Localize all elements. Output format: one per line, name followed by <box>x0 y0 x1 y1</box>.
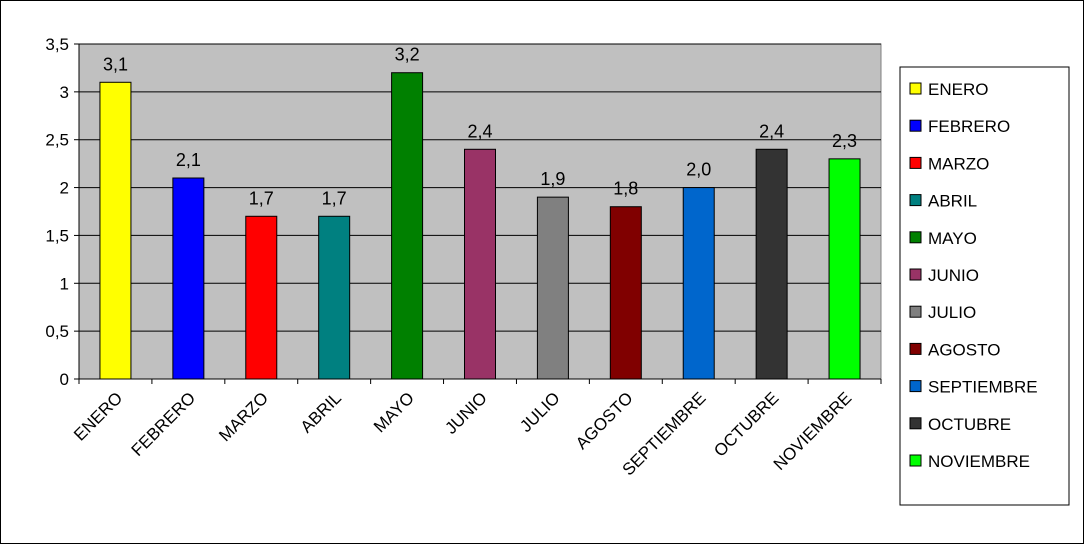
legend <box>899 66 1070 506</box>
x-tick-label: NOVIEMBRE <box>770 388 856 474</box>
legend-item-label: ABRIL <box>928 192 977 211</box>
x-tick-label: MAYO <box>370 388 418 436</box>
legend-item-label: MARZO <box>928 154 989 173</box>
y-tick-label: 2 <box>60 179 69 198</box>
x-tick-label: JUNIO <box>441 388 490 437</box>
y-tick-label: 0,5 <box>45 322 69 341</box>
legend-swatch <box>909 417 922 430</box>
y-tick-label: 3 <box>60 83 69 102</box>
legend-swatch <box>909 156 922 169</box>
x-tick-label: ENERO <box>70 388 126 444</box>
legend-swatch <box>909 380 922 393</box>
x-tick-label: ABRIL <box>297 388 345 436</box>
data-label: 2,3 <box>832 131 857 151</box>
bar-febrero <box>172 177 205 380</box>
legend-item-label: ENERO <box>928 80 988 99</box>
bar-octubre <box>755 148 788 380</box>
legend-item-label: NOVIEMBRE <box>928 452 1030 471</box>
bar-marzo <box>245 215 278 380</box>
legend-swatch <box>909 119 922 132</box>
data-label: 1,7 <box>249 188 274 208</box>
data-label: 2,4 <box>467 121 492 141</box>
legend-item-label: FEBRERO <box>928 117 1010 136</box>
y-tick-label: 1 <box>60 274 69 293</box>
legend-item-label: JUNIO <box>928 266 979 285</box>
y-tick-label: 1,5 <box>45 226 69 245</box>
x-tick-label: MARZO <box>215 388 272 445</box>
x-tick-label: OCTUBRE <box>710 388 782 460</box>
bar-julio <box>536 196 569 380</box>
data-label: 2,0 <box>686 160 711 180</box>
y-tick-label: 2,5 <box>45 131 69 150</box>
legend-swatch <box>909 82 922 95</box>
bar-noviembre <box>828 158 861 380</box>
bar-abril <box>318 215 351 380</box>
data-label: 3,2 <box>395 45 420 65</box>
legend-swatch <box>909 231 922 244</box>
legend-item-label: AGOSTO <box>928 340 1000 359</box>
legend-swatch <box>909 342 922 355</box>
legend-item-label: SEPTIEMBRE <box>928 378 1038 397</box>
legend-swatch <box>909 194 922 207</box>
data-label: 1,8 <box>613 179 638 199</box>
data-label: 3,1 <box>103 54 128 74</box>
legend-item-label: MAYO <box>928 229 977 248</box>
bar-mayo <box>391 72 424 380</box>
x-tick-label: AGOSTO <box>572 388 637 453</box>
x-tick-label: JULIO <box>516 388 564 436</box>
bar-junio <box>464 148 496 380</box>
bar-agosto <box>609 206 642 380</box>
bar-enero <box>99 81 132 380</box>
legend-item-label: OCTUBRE <box>928 415 1011 434</box>
legend-swatch <box>909 454 922 467</box>
data-label: 2,1 <box>176 150 201 170</box>
x-tick-label: FEBRERO <box>128 388 200 460</box>
data-label: 2,4 <box>759 121 784 141</box>
legend-swatch <box>909 268 922 281</box>
legend-swatch <box>909 305 922 318</box>
legend-item-label: JULIO <box>928 303 976 322</box>
data-label: 1,9 <box>540 169 565 189</box>
y-tick-label: 3,5 <box>45 35 69 54</box>
data-label: 1,7 <box>322 188 347 208</box>
bar-septiembre <box>682 187 715 380</box>
y-tick-label: 0 <box>60 370 69 389</box>
